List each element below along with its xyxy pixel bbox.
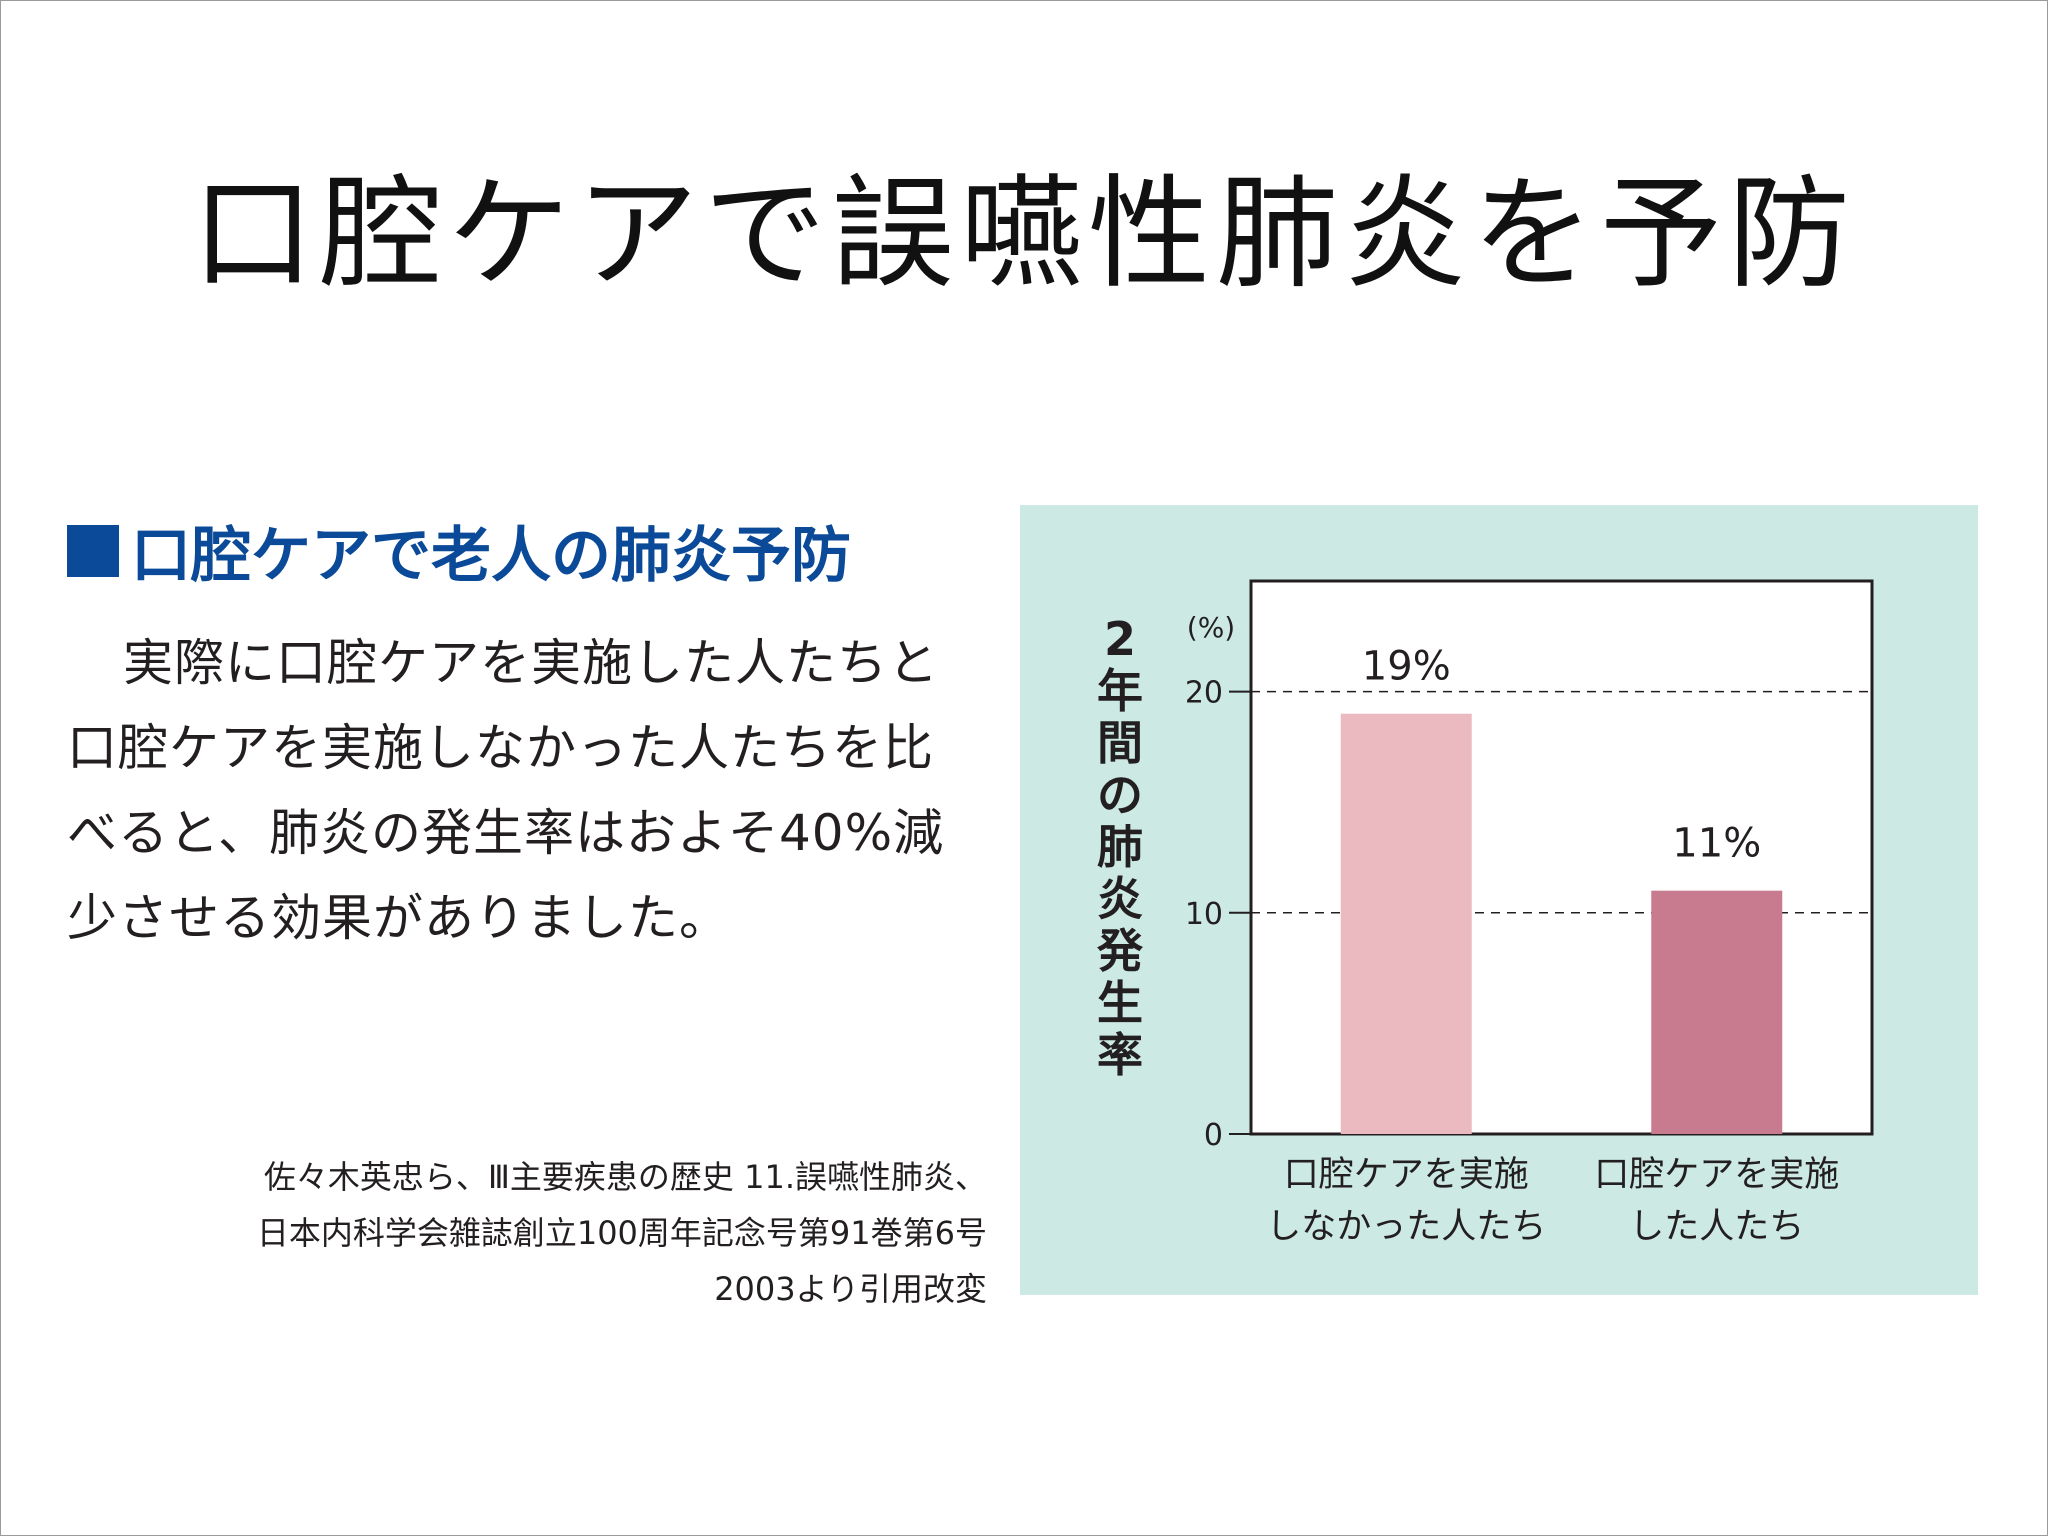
citation: 佐々木英忠ら、Ⅲ主要疾患の歴史 11.誤嚥性肺炎、 日本内科学会雑誌創立100周… (121, 1149, 987, 1317)
section-heading-text: 口腔ケアで老人の肺炎予防 (131, 521, 851, 591)
x-category-label: した人たち (1629, 1207, 1804, 1247)
section-heading: 口腔ケアで老人の肺炎予防 (67, 507, 851, 594)
x-category-label: しなかった人たち (1266, 1207, 1546, 1247)
bar-value-label: 19% (1362, 644, 1451, 690)
y-axis-title-char: 炎 (1097, 872, 1143, 926)
bar-value-label: 11% (1672, 821, 1761, 867)
citation-line-2: 日本内科学会雑誌創立100周年記念号第91巻第6号 (256, 1214, 987, 1252)
y-unit-label: (%) (1187, 611, 1235, 644)
y-tick-label: 10 (1185, 897, 1223, 932)
y-axis-title-char: 生 (1097, 976, 1143, 1030)
y-axis-title-char: 発 (1097, 924, 1144, 978)
y-axis-title-char: 2 (1104, 612, 1136, 666)
citation-line-1: 佐々木英忠ら、Ⅲ主要疾患の歴史 11.誤嚥性肺炎、 (263, 1158, 987, 1196)
chart-panel: 0 10 20 (%) 2 年間の肺炎発生率 19% 口腔ケアを実施 しなかった人たち 11% 口腔… (1020, 505, 1978, 1295)
y-axis-title-char: の (1097, 768, 1143, 822)
body-text: 実際に口腔ケアを実施した人たちと口腔ケアを実施しなかった人たちを比べると、肺炎の… (67, 634, 945, 947)
y-axis-title-char: 率 (1097, 1028, 1143, 1082)
square-bullet-icon (67, 524, 119, 577)
bar (1340, 713, 1472, 1134)
y-axis-title-char: 年 (1097, 664, 1143, 718)
x-category-label: 口腔ケアを実施 (1284, 1155, 1529, 1195)
page-title: 口腔ケアで誤嚥性肺炎を予防 (192, 163, 1856, 305)
x-category-label: 口腔ケアを実施 (1594, 1155, 1839, 1195)
bar-chart: 01020(%)2年間の肺炎発生率19%口腔ケアを実施しなかった人たち11%口腔… (1097, 579, 1874, 1247)
y-axis-title-char: 肺 (1097, 820, 1143, 874)
y-tick-label: 20 (1185, 676, 1223, 711)
citation-line-3: 2003より引用改変 (714, 1270, 987, 1308)
y-tick-label: 0 (1204, 1118, 1223, 1153)
y-axis-title-char: 間 (1097, 716, 1143, 770)
bar (1651, 890, 1783, 1134)
